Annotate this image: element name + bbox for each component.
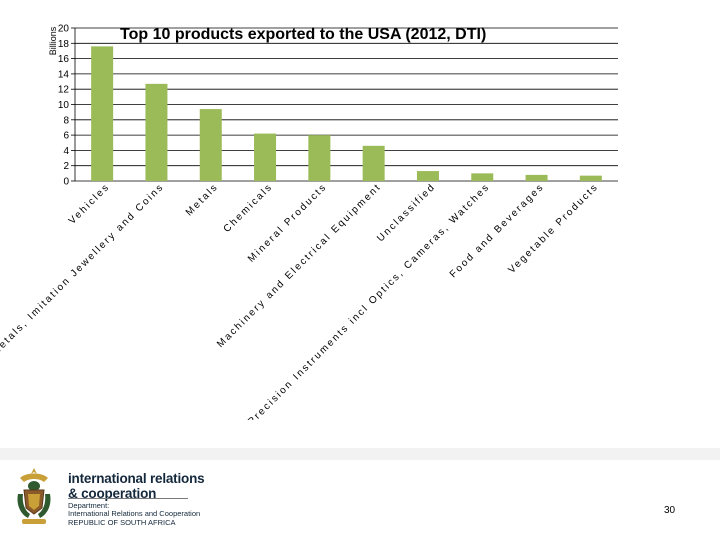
- y-tick-label: 4: [63, 146, 69, 157]
- brand-line-2: & cooperation: [68, 486, 157, 501]
- dept-line-2: International Relations and Cooperation: [68, 509, 201, 519]
- y-tick-label: 2: [63, 161, 69, 172]
- bar: [254, 133, 277, 181]
- x-category-label: Unclassified: [375, 181, 438, 244]
- brand-wordmark: international relations & cooperation: [68, 471, 205, 501]
- x-category-label: Chemicals: [222, 181, 276, 235]
- y-tick-label: 8: [63, 115, 69, 126]
- dept-line-3: REPUBLIC OF SOUTH AFRICA: [68, 517, 176, 527]
- bar: [416, 171, 439, 181]
- y-tick-label: 20: [58, 24, 70, 35]
- divider: [68, 498, 188, 499]
- y-tick-label: 12: [58, 85, 70, 96]
- bar: [308, 135, 331, 181]
- y-tick-label: 10: [58, 100, 70, 111]
- y-tick-label: 18: [58, 39, 70, 50]
- chart-title: Top 10 products exported to the USA (201…: [120, 26, 487, 43]
- y-tick-label: 6: [63, 131, 69, 142]
- x-category-label: Precision Instruments incl Optics, Camer…: [246, 181, 492, 420]
- x-category-label: Vehicles: [67, 181, 112, 226]
- y-tick-label: 14: [58, 69, 70, 80]
- x-category-label: Food and Beverages: [448, 181, 547, 280]
- coat-of-arms-icon: [17, 468, 51, 524]
- x-category-label: Vegetable Products: [506, 181, 601, 276]
- bar-chart: 02468101214161820BillionsVehiclesPreciou…: [0, 24, 618, 420]
- department-text: Department: International Relations and …: [68, 501, 201, 527]
- dept-line-1: Department:: [68, 501, 110, 510]
- bar: [362, 145, 385, 181]
- page-number: 30: [664, 505, 676, 516]
- footer-band: [0, 448, 720, 460]
- y-tick-label: 0: [63, 177, 69, 188]
- y-tick-label: 16: [58, 54, 70, 65]
- bar: [579, 175, 602, 181]
- x-category-label: Metals: [184, 181, 221, 218]
- bar: [145, 83, 168, 181]
- y-axis-title: Billions: [48, 26, 58, 55]
- bar: [471, 173, 494, 181]
- bar: [91, 46, 114, 181]
- brand-line-1: international relations: [68, 471, 205, 486]
- bar: [199, 109, 222, 181]
- bar: [525, 174, 548, 181]
